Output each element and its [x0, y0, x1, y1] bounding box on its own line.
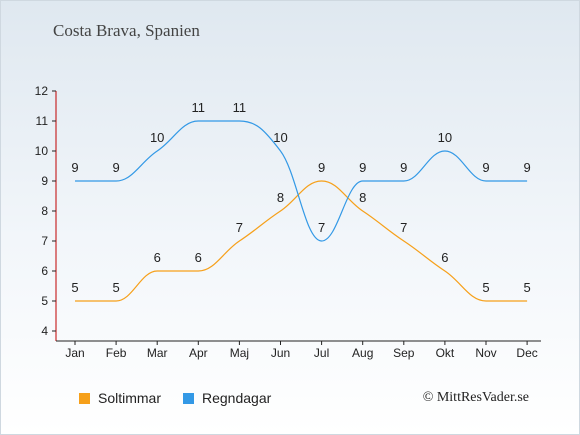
data-label-regndagar: 11: [192, 100, 206, 115]
legend-item-soltimmar: Soltimmar: [79, 390, 161, 406]
data-label-regndagar: 9: [482, 160, 489, 175]
legend-label-regndagar: Regndagar: [202, 390, 272, 406]
x-tick-label: Jun: [271, 346, 290, 360]
y-tick-label: 10: [35, 144, 49, 158]
x-tick-label: Dec: [516, 346, 537, 360]
x-tick-label: Nov: [475, 346, 496, 360]
data-label-soltimmar: 7: [236, 220, 243, 235]
y-tick-label: 12: [35, 84, 49, 98]
x-tick-label: Aug: [352, 346, 373, 360]
x-tick-label: Mar: [147, 346, 168, 360]
y-tick-label: 8: [41, 204, 48, 218]
x-tick-label: Jan: [65, 346, 84, 360]
y-tick-label: 7: [41, 234, 48, 248]
legend-swatch-regndagar: [183, 392, 194, 404]
series-line-regndagar: [75, 120, 528, 242]
data-label-soltimmar: 5: [112, 280, 119, 295]
data-label-regndagar: 11: [233, 100, 247, 115]
series-line-soltimmar: [74, 180, 528, 302]
y-tick-label: 9: [41, 174, 48, 188]
data-label-regndagar: 10: [273, 130, 287, 145]
data-label-regndagar: 10: [438, 130, 452, 145]
data-label-soltimmar: 5: [482, 280, 489, 295]
legend-item-regndagar: Regndagar: [183, 390, 271, 406]
chart-title: Costa Brava, Spanien: [53, 21, 200, 40]
data-label-soltimmar: 6: [195, 250, 202, 265]
data-label-soltimmar: 5: [71, 280, 78, 295]
x-tick-label: Maj: [230, 346, 249, 360]
x-tick-label: Apr: [189, 346, 208, 360]
data-label-regndagar: 9: [400, 160, 407, 175]
y-tick-label: 4: [41, 324, 48, 338]
data-label-soltimmar: 8: [359, 190, 366, 205]
x-tick-label: Sep: [393, 346, 415, 360]
data-label-regndagar: 9: [71, 160, 78, 175]
data-label-soltimmar: 8: [277, 190, 284, 205]
x-tick-label: Feb: [106, 346, 127, 360]
y-tick-label: 11: [36, 114, 49, 128]
legend-label-soltimmar: Soltimmar: [98, 390, 162, 406]
data-label-soltimmar: 5: [523, 280, 530, 295]
data-label-soltimmar: 6: [441, 250, 448, 265]
x-tick-label: Jul: [314, 346, 329, 360]
y-tick-label: 6: [41, 264, 48, 278]
credit-text: © MittResVader.se: [422, 390, 529, 405]
x-tick-label: Okt: [436, 346, 455, 360]
data-label-regndagar: 9: [359, 160, 366, 175]
y-tick-label: 5: [41, 294, 48, 308]
data-label-regndagar: 7: [318, 220, 325, 235]
data-label-regndagar: 9: [112, 160, 119, 175]
data-label-regndagar: 10: [150, 130, 164, 145]
data-label-soltimmar: 6: [154, 250, 161, 265]
data-label-regndagar: 9: [523, 160, 530, 175]
data-label-soltimmar: 9: [318, 160, 325, 175]
legend-swatch-soltimmar: [79, 392, 90, 404]
data-label-soltimmar: 7: [400, 220, 407, 235]
